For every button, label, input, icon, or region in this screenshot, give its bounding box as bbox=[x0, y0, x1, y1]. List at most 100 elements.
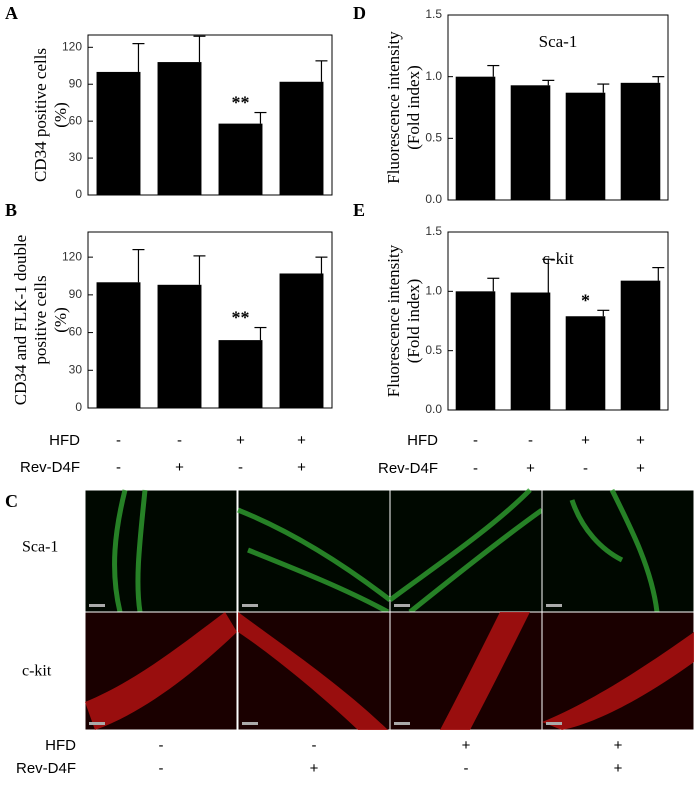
y-tick-label: 0.0 bbox=[425, 192, 442, 206]
treatment-mark: + bbox=[636, 432, 645, 449]
bar bbox=[565, 92, 606, 200]
treatment-mark: - bbox=[583, 460, 588, 477]
bar bbox=[157, 284, 202, 408]
micrograph bbox=[541, 489, 695, 613]
y-axis-label: (Fold index) bbox=[404, 279, 423, 364]
tissue bbox=[542, 632, 694, 730]
y-axis-label: CD34 and FLK-1 double bbox=[11, 235, 30, 405]
y-tick-label: 0.5 bbox=[425, 131, 442, 145]
bar bbox=[157, 62, 202, 196]
scale-bar bbox=[89, 604, 105, 607]
plot-frame bbox=[87, 231, 333, 409]
bar bbox=[510, 292, 551, 410]
plot-frame bbox=[87, 34, 333, 196]
treatment-mark: - bbox=[116, 459, 121, 476]
scale-bar bbox=[546, 604, 562, 607]
y-axis-label: (Fold index) bbox=[404, 65, 423, 150]
bar bbox=[218, 340, 263, 408]
y-tick-label: 30 bbox=[69, 362, 83, 376]
tissue bbox=[388, 488, 544, 614]
tissue bbox=[238, 612, 388, 730]
chart-title: c-kit bbox=[542, 249, 573, 268]
y-tick-label: 90 bbox=[69, 287, 83, 301]
treatment-mark: + bbox=[526, 460, 535, 477]
bar bbox=[510, 85, 551, 200]
scale-bar bbox=[89, 722, 105, 725]
treatment-mark: - bbox=[159, 760, 164, 777]
tissue bbox=[440, 612, 530, 730]
panel-label: A bbox=[5, 3, 18, 23]
treatment-label: Rev-D4F bbox=[20, 459, 80, 476]
micrograph bbox=[237, 489, 391, 613]
y-tick-label: 0 bbox=[75, 187, 82, 201]
bar bbox=[218, 123, 263, 195]
treatment-mark: + bbox=[614, 760, 623, 777]
treatment-mark: + bbox=[297, 459, 306, 476]
micrograph bbox=[84, 489, 238, 613]
y-axis-label: positive cells bbox=[31, 275, 50, 364]
bar bbox=[455, 76, 496, 200]
treatment-mark: - bbox=[473, 432, 478, 449]
treatment-mark: + bbox=[581, 432, 590, 449]
significance-label: ** bbox=[232, 93, 250, 113]
treatment-mark: - bbox=[177, 432, 182, 449]
y-tick-label: 30 bbox=[69, 150, 83, 164]
y-tick-label: 60 bbox=[69, 325, 83, 339]
significance-label: ** bbox=[232, 308, 250, 328]
treatment-mark: - bbox=[116, 432, 121, 449]
y-tick-label: 1.5 bbox=[425, 224, 442, 238]
treatment-mark: - bbox=[312, 737, 317, 754]
y-tick-label: 120 bbox=[62, 39, 82, 53]
bar bbox=[565, 316, 606, 410]
tissue bbox=[112, 489, 148, 613]
treatment-mark: - bbox=[464, 760, 469, 777]
y-tick-label: 120 bbox=[62, 249, 82, 263]
y-tick-label: 0.5 bbox=[425, 343, 442, 357]
scale-bar bbox=[394, 722, 410, 725]
treatment-mark: + bbox=[636, 460, 645, 477]
y-tick-label: 1.5 bbox=[425, 7, 442, 21]
scale-bar bbox=[394, 604, 410, 607]
row-label: c-kit bbox=[22, 663, 52, 680]
treatment-mark: + bbox=[175, 459, 184, 476]
treatment-label: Rev-D4F bbox=[378, 460, 438, 477]
scale-bar bbox=[242, 722, 258, 725]
y-axis-label: (%) bbox=[51, 307, 70, 332]
y-axis-label: Fluorescence intensity bbox=[384, 244, 403, 397]
y-axis-label: Fluorescence intensity bbox=[384, 31, 403, 184]
treatment-mark: + bbox=[310, 760, 319, 777]
treatment-mark: + bbox=[297, 432, 306, 449]
scale-bar bbox=[546, 722, 562, 725]
y-tick-label: 1.0 bbox=[425, 284, 442, 298]
treatment-label: Rev-D4F bbox=[16, 760, 76, 777]
y-tick-label: 0 bbox=[75, 400, 82, 414]
treatment-mark: + bbox=[614, 737, 623, 754]
treatment-label: HFD bbox=[407, 432, 438, 449]
bar bbox=[620, 280, 661, 410]
tissue bbox=[85, 612, 237, 730]
bar bbox=[279, 273, 324, 408]
y-tick-label: 0.0 bbox=[425, 402, 442, 416]
bar bbox=[279, 81, 324, 195]
y-axis-label: (%) bbox=[51, 102, 70, 127]
row-label: Sca-1 bbox=[22, 539, 58, 556]
panel-label: B bbox=[5, 200, 17, 220]
chart-title: Sca-1 bbox=[539, 32, 578, 51]
tissue bbox=[237, 507, 392, 615]
treatment-label: HFD bbox=[45, 737, 76, 754]
y-tick-label: 60 bbox=[69, 113, 83, 127]
bar bbox=[96, 282, 141, 408]
treatment-mark: - bbox=[473, 460, 478, 477]
y-tick-label: 90 bbox=[69, 76, 83, 90]
significance-label: * bbox=[581, 290, 590, 310]
treatment-label: HFD bbox=[49, 432, 80, 449]
plot-frame bbox=[447, 231, 669, 411]
treatment-mark: + bbox=[236, 432, 245, 449]
panel-label: E bbox=[353, 200, 365, 220]
bar bbox=[455, 291, 496, 410]
plot-frame bbox=[447, 14, 669, 201]
micrograph bbox=[389, 489, 543, 613]
tissue bbox=[569, 488, 660, 613]
y-tick-label: 1.0 bbox=[425, 69, 442, 83]
